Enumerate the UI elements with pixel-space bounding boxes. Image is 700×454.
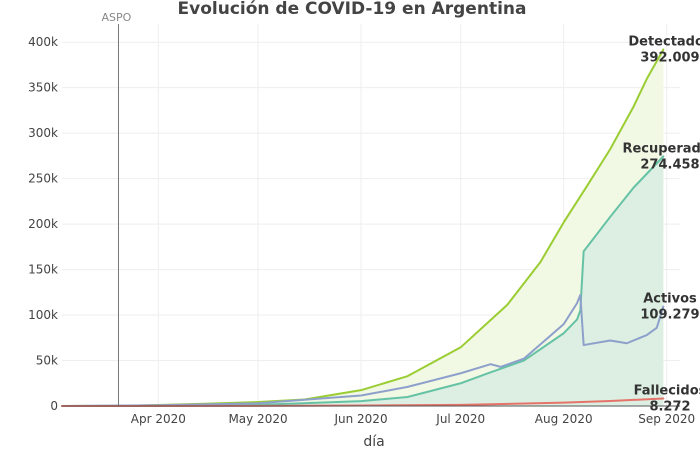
chart-title: Evolución de COVID-19 en Argentina bbox=[178, 0, 527, 19]
x-tick-label: Apr 2020 bbox=[131, 412, 186, 426]
area-layer bbox=[62, 49, 664, 406]
y-tick-label: 300k bbox=[28, 126, 58, 140]
x-tick-label: Jun 2020 bbox=[333, 412, 387, 426]
y-tick-label: 50k bbox=[36, 354, 58, 368]
y-tick-label: 350k bbox=[28, 81, 58, 95]
annotation-activos-value: 109.279 bbox=[640, 308, 699, 323]
x-axis-title: día bbox=[363, 434, 384, 450]
annotation-layer: Detectados392.009 Recuperados274.458 Activ… bbox=[622, 34, 700, 414]
x-tick-label: May 2020 bbox=[228, 412, 287, 426]
aspo-marker-label: ASPO bbox=[101, 11, 131, 24]
y-tick-label: 100k bbox=[28, 308, 58, 322]
x-tick-label: Aug 2020 bbox=[535, 412, 593, 426]
y-tick-label: 0 bbox=[50, 399, 58, 413]
x-tick-label: Sep 2020 bbox=[638, 412, 695, 426]
x-tick-label: Jul 2020 bbox=[435, 412, 485, 426]
y-tick-label: 200k bbox=[28, 217, 58, 231]
series-line-recuperados bbox=[61, 155, 665, 407]
annotation-fallecidos-name: Fallecidos bbox=[634, 383, 700, 398]
annotation-detectados-value: 392.009 bbox=[640, 50, 699, 65]
annotation-fallecidos-value: 8.272 bbox=[649, 399, 690, 414]
annotation-detectados-name: Detectados bbox=[628, 34, 700, 49]
axis-layer: 0 50k 100k 150k 200k 250k 300k 350k 400k Apr 2020… bbox=[28, 35, 695, 426]
y-tick-label: 250k bbox=[28, 172, 58, 186]
series-area-recuperados bbox=[62, 156, 664, 406]
y-tick-label: 150k bbox=[28, 263, 58, 277]
series-area-detectados bbox=[62, 49, 664, 406]
annotation-activos-name: Activos bbox=[643, 292, 697, 307]
y-tick-label: 400k bbox=[28, 35, 58, 49]
annotation-recuperados-name: Recuperados bbox=[622, 141, 700, 156]
annotation-recuperados-value: 274.458 bbox=[640, 157, 699, 172]
marker-layer: ASPO bbox=[101, 11, 132, 406]
series-line-activos bbox=[61, 294, 665, 407]
